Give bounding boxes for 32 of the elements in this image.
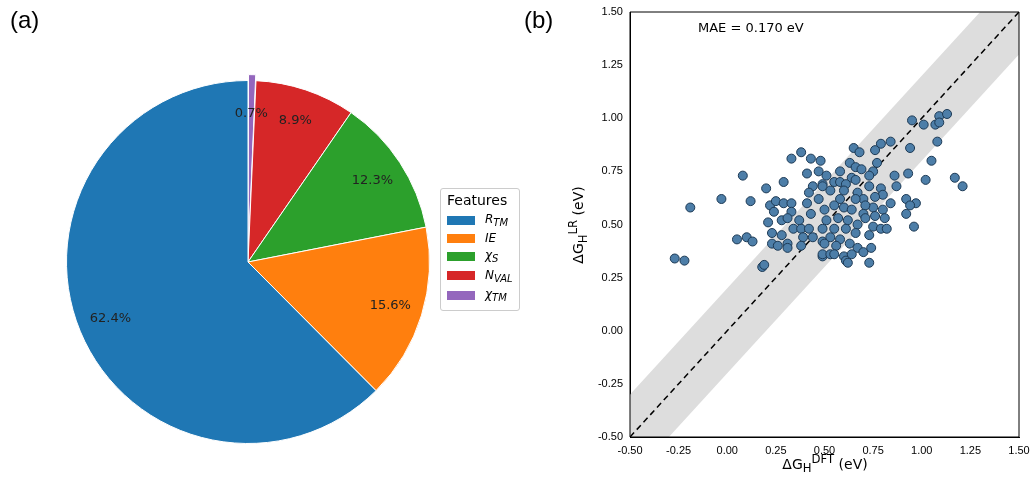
chart-title: (b) <box>524 6 554 34</box>
y-tick-label: 0.00 <box>601 323 623 336</box>
legend-label: χ$_{TM}$ <box>485 287 507 304</box>
x-tick-label: 1.00 <box>911 443 933 456</box>
legend-label: χ$_{S}$ <box>485 248 499 265</box>
data-label: 12.3% <box>351 171 394 187</box>
x-tick-label: -0.25 <box>666 443 692 456</box>
legend-label: N$_{VAL}$ <box>485 267 513 285</box>
y-tick-label: 1.25 <box>601 58 623 71</box>
x-tick-label: -0.50 <box>617 443 643 456</box>
y-tick-label: 0.75 <box>601 164 623 177</box>
y-tick-label: 0.25 <box>601 270 623 283</box>
legend-title: Features <box>447 192 509 208</box>
y-tick-label: -0.50 <box>597 430 623 443</box>
y-tick-label: 0.50 <box>601 217 623 230</box>
legend-label: IE <box>485 231 497 246</box>
x-tick-label: 0.75 <box>862 443 884 456</box>
x-tick-label: 1.25 <box>959 443 982 456</box>
y-tick-label: -0.25 <box>597 376 623 389</box>
data-label: 8.9% <box>278 112 312 128</box>
data-label: 0.7% <box>234 104 268 120</box>
y-tick-label: 1.00 <box>601 111 623 124</box>
x-tick-label: 0.50 <box>813 443 836 456</box>
data-label: 15.6% <box>369 296 411 312</box>
y-tick-label: 1.50 <box>601 5 623 18</box>
annotation: MAE = 0.170 eV <box>698 19 804 35</box>
x-tick-label: 0.25 <box>765 443 787 456</box>
x-tick-label: 1.50 <box>1008 443 1030 456</box>
data-label: 62.4% <box>89 310 132 326</box>
legend-label: R$_{TM}$ <box>485 212 509 229</box>
x-tick-label: 0.00 <box>716 443 738 456</box>
chart-title: (a) <box>10 6 40 34</box>
